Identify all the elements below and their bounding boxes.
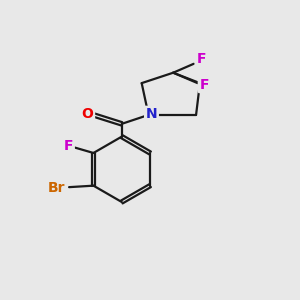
Text: O: O xyxy=(82,107,94,121)
Text: Br: Br xyxy=(48,181,65,195)
Text: N: N xyxy=(146,107,157,121)
Text: F: F xyxy=(199,78,209,92)
Text: F: F xyxy=(196,52,206,66)
Text: F: F xyxy=(64,139,73,153)
